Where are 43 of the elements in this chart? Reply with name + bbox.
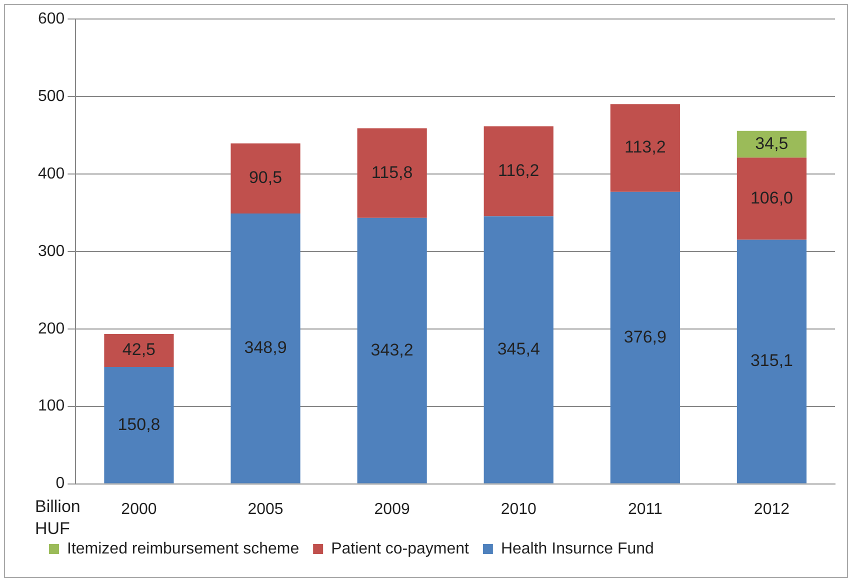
data-label: 106,0	[750, 188, 793, 208]
bar	[357, 218, 427, 484]
bar	[484, 126, 554, 216]
y-axis-title: Billion HUF	[35, 497, 80, 538]
y-tick-label: 400	[38, 165, 65, 182]
x-tick-label: 2009	[374, 500, 410, 518]
x-tick-label: 2000	[121, 500, 157, 518]
data-label: 345,4	[497, 339, 540, 358]
legend-label: Itemized reimbursement scheme	[67, 540, 300, 558]
bar	[104, 334, 174, 367]
bar	[736, 158, 807, 240]
data-label: 315,1	[750, 351, 793, 370]
data-label: 42,5	[122, 340, 156, 360]
x-tick-label: 2010	[500, 500, 537, 518]
data-label: 116,2	[498, 160, 540, 180]
y-tick-label: 0	[56, 475, 65, 492]
x-tick-label: 2012	[754, 500, 790, 518]
data-label: 343,2	[370, 340, 414, 360]
bar	[357, 128, 427, 218]
y-tick-label: 300	[38, 242, 65, 260]
data-label: 34,5	[755, 134, 788, 153]
x-tick-label: 2011	[628, 500, 662, 518]
legend-label: Patient co-payment	[331, 540, 470, 558]
bar	[736, 240, 807, 484]
legend-label: Health Insurnce Fund	[500, 540, 654, 558]
y-tick-label: 600	[38, 10, 65, 28]
data-label: 376,9	[624, 327, 666, 346]
bar	[230, 143, 300, 214]
y-tick-label: 100	[38, 398, 65, 415]
bar	[736, 130, 807, 158]
bar	[104, 366, 174, 484]
y-tick-label: 500	[38, 88, 65, 105]
data-label: 90,5	[248, 168, 282, 188]
data-label: 115,8	[371, 162, 413, 182]
data-label: 113,2	[624, 138, 666, 157]
bar	[610, 192, 680, 484]
bar	[610, 104, 680, 192]
bar	[484, 216, 554, 484]
data-label: 348,9	[244, 338, 287, 358]
data-label: 150,8	[118, 414, 160, 434]
y-tick-label: 200	[38, 320, 65, 338]
x-tick-label: 2005	[248, 500, 284, 518]
bar	[230, 214, 300, 484]
